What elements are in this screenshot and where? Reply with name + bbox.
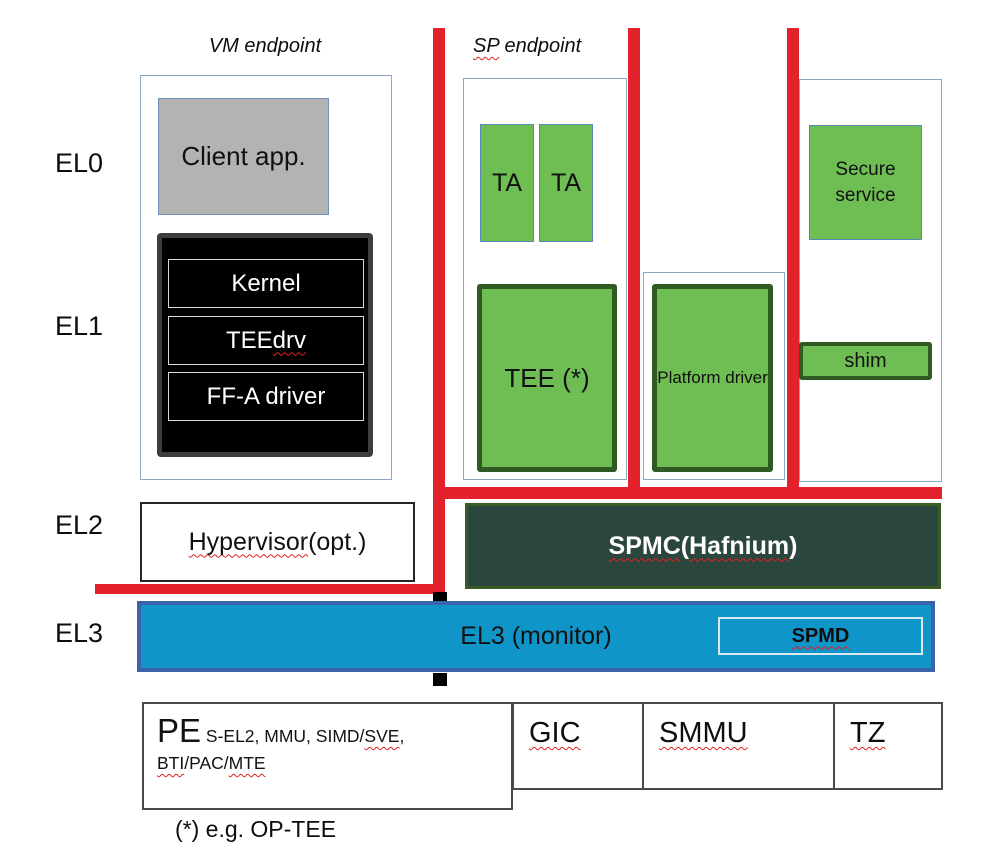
- connector-square-top: [433, 592, 447, 602]
- sp-endpoint-header-rest: endpoint: [498, 35, 582, 57]
- pe-line1: PE S-EL2, MMU, SIMD/SVE,: [157, 714, 511, 747]
- spmc-label-wavy: SPMC: [608, 531, 681, 560]
- label-el2: EL2: [55, 510, 104, 540]
- pe-box: PE S-EL2, MMU, SIMD/SVE, BTI/PAC/MTE: [142, 702, 513, 810]
- client-app-box: Client app.: [158, 98, 329, 215]
- kernel-stack-box: Kernel TEE drv FF-A driver: [157, 233, 373, 457]
- platform-driver-box: Platform driver: [652, 284, 773, 472]
- spmc-label-end: ): [789, 531, 798, 560]
- red-divider-horizontal-right: [437, 487, 942, 499]
- ta-box-2: TA: [539, 124, 593, 242]
- hypervisor-box: Hypervisor (opt.): [140, 502, 415, 582]
- shim-box: shim: [799, 342, 932, 380]
- vm-endpoint-header: VM endpoint: [208, 35, 322, 57]
- hypervisor-label-rest: (opt.): [308, 527, 367, 556]
- el3-monitor-box: EL3 (monitor): [137, 601, 935, 672]
- gic-label: GIC: [529, 717, 581, 749]
- sp-endpoint-header: SP endpoint: [473, 35, 581, 58]
- pe-features-1: S-EL2, MMU, SIMD/: [205, 726, 365, 746]
- sp-endpoint-header-sp: SP: [473, 35, 499, 57]
- tee-box: TEE (*): [477, 284, 617, 472]
- label-el3: EL3: [55, 618, 104, 648]
- red-divider-vertical-3: [787, 28, 799, 499]
- hypervisor-label-wavy: Hypervisor: [188, 527, 309, 556]
- spmc-label-mid: (: [680, 531, 690, 560]
- label-el0: EL0: [55, 148, 104, 178]
- label-el1: EL1: [55, 311, 104, 341]
- red-divider-vertical-2: [628, 28, 640, 499]
- red-divider-horizontal-left: [95, 584, 445, 594]
- spmc-box: SPMC (Hafnium): [465, 503, 941, 589]
- ta-box-1: TA: [480, 124, 534, 242]
- tz-box: TZ: [833, 702, 943, 790]
- kernel-box: Kernel: [168, 259, 364, 308]
- footnote: (*) e.g. OP-TEE: [175, 816, 337, 842]
- pe-features-1-end: ,: [399, 726, 405, 746]
- tz-label: TZ: [850, 717, 886, 749]
- secure-service-box: Secure service: [809, 125, 922, 240]
- connector-square-bottom: [433, 673, 447, 686]
- spmd-box: SPMD: [718, 617, 923, 655]
- smmu-label: SMMU: [659, 717, 748, 749]
- tee-drv-pre: TEE: [225, 326, 273, 354]
- smmu-box: SMMU: [642, 702, 842, 790]
- gic-box: GIC: [512, 702, 648, 790]
- hafnium-label-wavy: Hafnium: [689, 531, 790, 560]
- tee-drv-box: TEE drv: [168, 316, 364, 365]
- pe-line2: BTI/PAC/MTE: [157, 753, 511, 774]
- ffa-driver-box: FF-A driver: [168, 372, 364, 421]
- red-divider-vertical-1: [433, 28, 445, 592]
- tee-drv-wavy: drv: [272, 326, 307, 354]
- pe-feature-pac: /PAC/: [184, 753, 229, 773]
- spmd-label: SPMD: [791, 624, 850, 647]
- pe-label: PE: [157, 712, 202, 749]
- pe-feature-mte: MTE: [228, 753, 266, 773]
- pe-feature-sve: SVE: [364, 726, 400, 746]
- pe-feature-bti: BTI: [157, 753, 185, 773]
